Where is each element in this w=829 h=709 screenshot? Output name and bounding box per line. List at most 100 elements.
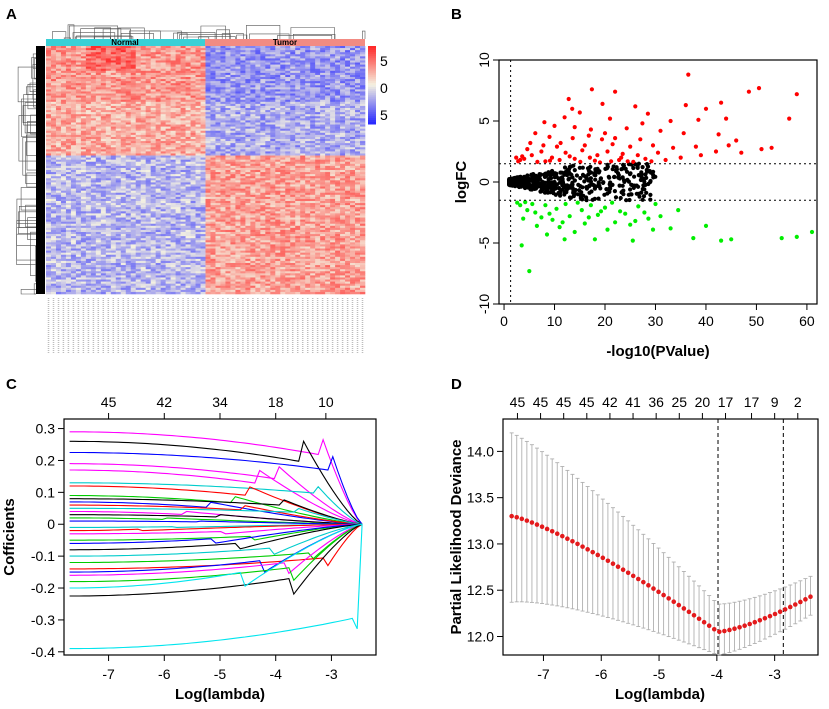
heatmap-cell	[55, 182, 62, 185]
heatmap-cell	[190, 201, 196, 204]
heatmap-cell	[345, 184, 351, 187]
heatmap-cell	[225, 105, 231, 109]
heatmap-cell	[140, 85, 146, 88]
heatmap-cell	[110, 149, 117, 152]
heatmap-cell	[255, 178, 261, 181]
heatmap-cell	[110, 161, 117, 165]
heatmap-cell	[100, 182, 107, 185]
heatmap-cell	[155, 178, 161, 181]
heatmap-cell	[175, 192, 181, 196]
heatmap-cell	[60, 141, 67, 144]
heatmap-cell	[155, 52, 161, 55]
heatmap-cell	[290, 153, 296, 156]
heatmap-cell	[275, 95, 281, 98]
heatmap-cell	[75, 161, 82, 165]
heatmap-cell	[60, 190, 67, 194]
heatmap-cell	[350, 77, 356, 80]
heatmap-cell	[330, 83, 336, 86]
heatmap-cell	[215, 74, 221, 78]
heatmap-cell	[225, 72, 231, 76]
heatmap-cell	[315, 97, 321, 101]
heatmap-cell	[115, 205, 122, 208]
heatmap-cell	[340, 54, 346, 57]
heatmap-cell	[125, 114, 132, 117]
heatmap-cell	[310, 72, 316, 76]
heatmap-cell	[265, 136, 271, 140]
heatmap-cell	[155, 182, 161, 185]
heatmap-cell	[150, 139, 156, 142]
heatmap-cell	[105, 74, 112, 78]
heatmap-cell	[320, 120, 326, 123]
heatmap-cell	[270, 83, 276, 86]
heatmap-cell	[225, 70, 231, 74]
heatmap-cell	[110, 74, 117, 78]
heatmap-cell	[200, 85, 206, 88]
heatmap-cell	[50, 151, 57, 154]
heatmap-cell	[340, 172, 346, 175]
heatmap-cell	[315, 178, 321, 181]
heatmap-cell	[100, 116, 107, 119]
heatmap-cell	[235, 159, 241, 163]
heatmap-cell	[100, 134, 107, 138]
heatmap-cell	[60, 110, 67, 113]
heatmap-cell	[46, 165, 52, 169]
heatmap-cell	[105, 70, 112, 74]
heatmap-cell	[175, 118, 181, 121]
heatmap-cell	[100, 170, 107, 173]
heatmap-cell	[210, 161, 216, 165]
heatmap-cell	[120, 56, 127, 59]
heatmap-cell	[300, 108, 306, 111]
heatmap-cell	[105, 153, 112, 156]
heatmap-cell	[215, 139, 221, 142]
heatmap-cell	[50, 93, 57, 96]
heatmap-cell	[310, 101, 316, 105]
heatmap-cell	[205, 153, 211, 156]
heatmap-cell	[240, 120, 246, 123]
heatmap-cell	[185, 159, 191, 163]
heatmap-cell	[205, 46, 211, 49]
heatmap-cell	[345, 46, 351, 49]
heatmap-cell	[120, 141, 127, 144]
heatmap-cell	[245, 46, 251, 49]
heatmap-cell	[135, 70, 141, 74]
heatmap-cell	[295, 143, 301, 146]
heatmap-cell	[360, 54, 366, 57]
heatmap-cell	[65, 114, 72, 117]
heatmap-cell	[205, 194, 211, 198]
heatmap-cell	[130, 130, 137, 134]
heatmap-cell	[180, 116, 186, 119]
heatmap-cell	[195, 105, 201, 109]
heatmap-cell	[80, 108, 87, 111]
heatmap-cell	[225, 120, 231, 123]
heatmap-cell	[155, 170, 161, 173]
heatmap-cell	[105, 124, 112, 127]
heatmap-cell	[230, 112, 236, 115]
heatmap-cell	[195, 139, 201, 142]
heatmap-cell	[280, 77, 286, 80]
heatmap-cell	[110, 93, 117, 96]
heatmap-cell	[85, 157, 92, 160]
heatmap-cell	[205, 124, 211, 127]
heatmap-cell	[170, 110, 176, 113]
heatmap-cell	[46, 54, 52, 57]
heatmap-cell	[250, 126, 256, 129]
heatmap-cell	[320, 60, 326, 63]
heatmap-cell	[290, 130, 296, 134]
heatmap-cell	[100, 147, 107, 150]
heatmap-cell	[185, 89, 191, 92]
heatmap-cell	[360, 184, 366, 187]
heatmap-cell	[65, 105, 72, 109]
heatmap-cell	[105, 143, 112, 146]
heatmap-cell	[340, 143, 346, 146]
heatmap-cell	[255, 70, 261, 74]
heatmap-cell	[330, 118, 336, 121]
heatmap-cell	[160, 108, 166, 111]
heatmap-cell	[255, 46, 261, 49]
heatmap-cell	[46, 50, 52, 53]
heatmap-cell	[200, 116, 206, 119]
heatmap-cell	[150, 97, 156, 101]
heatmap-cell	[200, 136, 206, 140]
heatmap-cell	[135, 130, 141, 134]
heatmap-cell	[355, 85, 361, 88]
heatmap-cell	[90, 64, 97, 67]
